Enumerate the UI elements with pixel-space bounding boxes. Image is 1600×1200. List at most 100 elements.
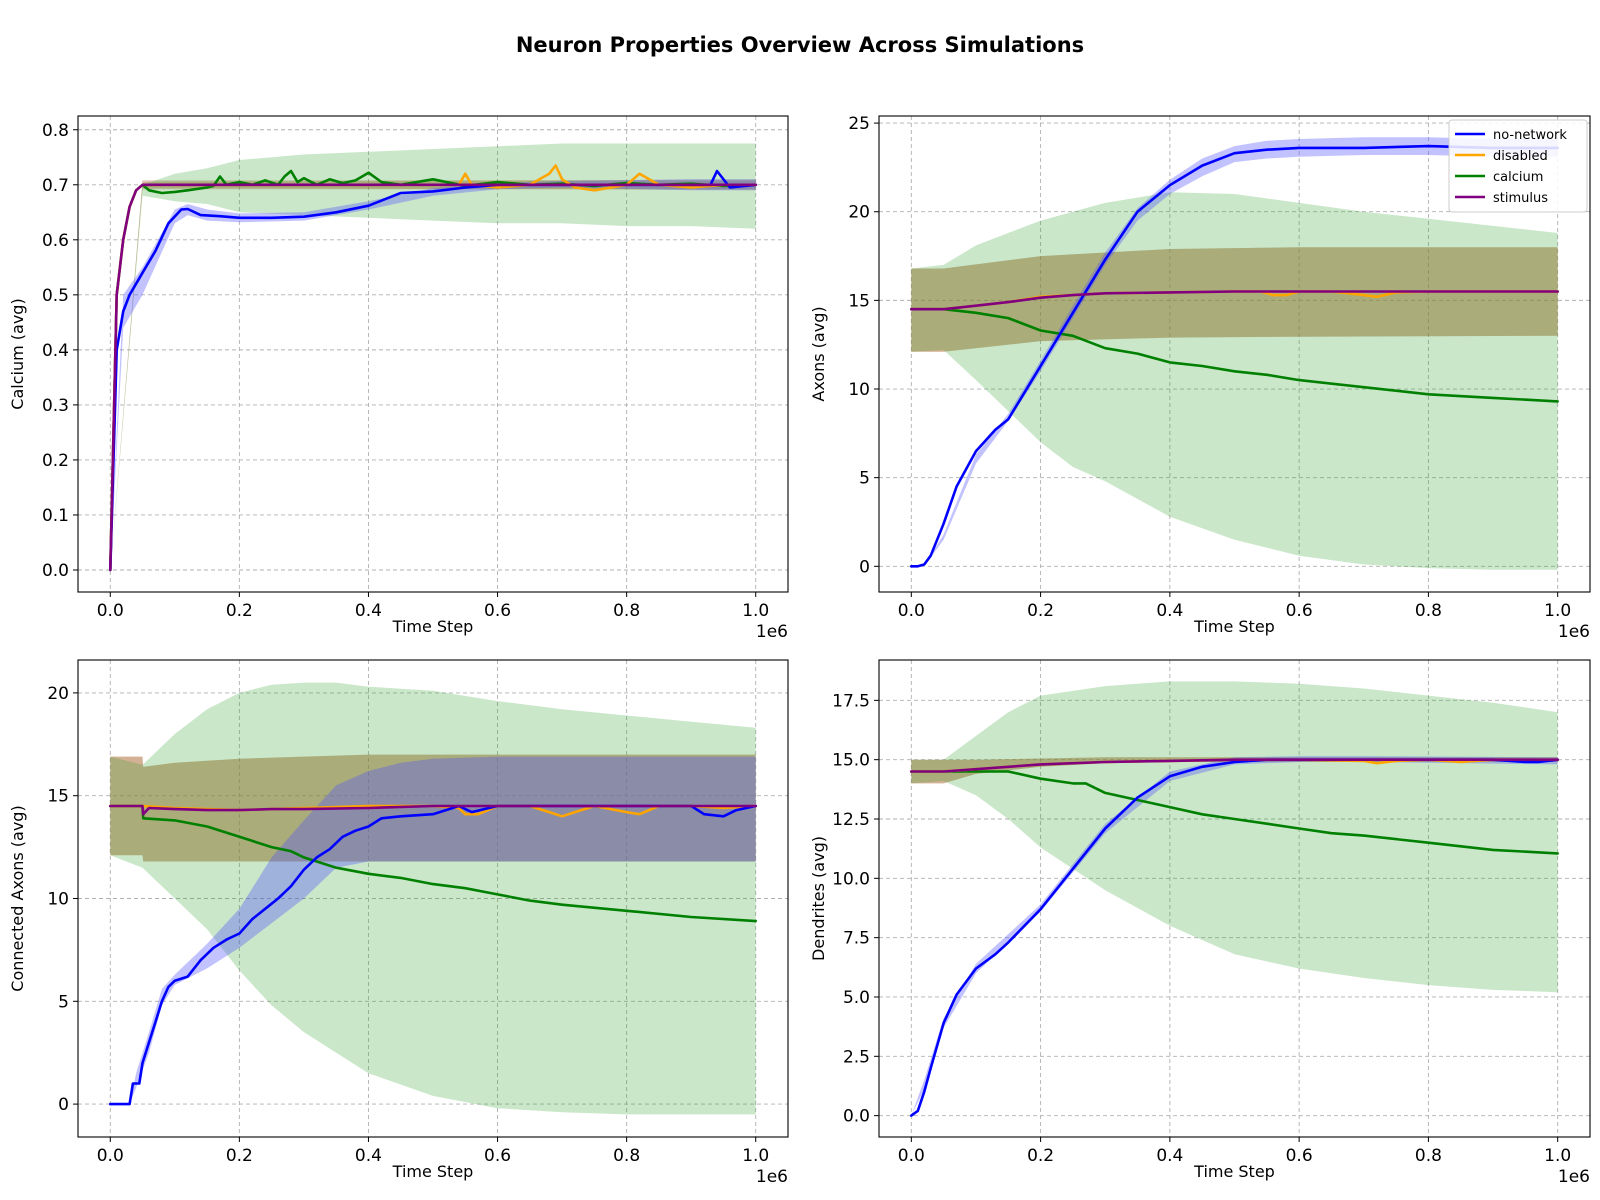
series-line-stimulus <box>909 758 1559 773</box>
x-tick-label: 0.4 <box>355 601 382 621</box>
x-offset-label: 1e6 <box>1558 1167 1590 1187</box>
band-no-network <box>110 179 756 571</box>
y-tick-label: 5 <box>58 992 69 1012</box>
x-tick-label: 0.0 <box>97 1146 124 1166</box>
y-axis-label: Connected Axons (avg) <box>8 805 27 991</box>
y-tick-label: 7.5 <box>843 929 870 949</box>
series-line-stimulus <box>109 804 758 816</box>
y-tick-label: 0.0 <box>42 561 69 581</box>
legend-label-disabled: disabled <box>1493 149 1548 164</box>
series-line-no-network <box>909 144 1559 568</box>
x-tick-label: 0.2 <box>1027 1146 1054 1166</box>
band-calcium <box>110 682 756 1115</box>
x-tick-label: 0.0 <box>97 601 124 621</box>
y-tick-label: 20 <box>47 684 69 704</box>
y-tick-label: 17.5 <box>832 691 870 711</box>
y-tick-label: 0.4 <box>42 341 69 361</box>
y-axis-label: Calcium (avg) <box>8 298 27 409</box>
series-line-calcium <box>909 770 1559 855</box>
x-tick-label: 1.0 <box>1544 1146 1571 1166</box>
series-line-calcium <box>109 169 758 572</box>
plot-area <box>109 143 758 572</box>
panel-dendrites: 0.0 0.2 0.4 0.6 0.8 1.0 0.0 2.5 5.0 7.5 10.0 12.5 15… <box>809 659 1591 1187</box>
panel-connected-axons: 0.0 0.2 0.4 0.6 0.8 1.0 0 5 10 15 20 1e6 Time Step Co… <box>8 659 789 1187</box>
series-line-stimulus <box>909 290 1559 311</box>
y-tick-label: 2.5 <box>843 1047 870 1067</box>
band-stimulus <box>110 180 756 570</box>
x-tick-label: 0.8 <box>1415 601 1442 621</box>
x-offset-label: 1e6 <box>756 622 788 642</box>
band-disabled <box>110 754 756 862</box>
legend-label-no-network: no-network <box>1493 128 1567 143</box>
x-tick-label: 0.4 <box>1156 1146 1183 1166</box>
x-offset-label: 1e6 <box>756 1167 788 1187</box>
x-tick-label: 1.0 <box>742 601 769 621</box>
series-line-disabled <box>109 164 758 572</box>
plot-area <box>909 137 1559 570</box>
band-disabled <box>911 247 1558 352</box>
y-axis-label: Dendrites (avg) <box>809 836 828 961</box>
x-axis-label: Time Step <box>1193 1162 1275 1181</box>
panel-calcium: 0.0 0.2 0.4 0.6 0.8 1.0 0.0 0.1 0.2 0.3 0.4 0.5 0.6 0… <box>8 115 789 642</box>
x-tick-label: 0.6 <box>484 1146 511 1166</box>
x-tick-label: 0.2 <box>1027 601 1054 621</box>
band-no-network <box>110 756 756 1105</box>
y-tick-label: 15 <box>848 291 870 311</box>
y-tick-label: 12.5 <box>832 810 870 830</box>
y-tick-label: 0.7 <box>42 176 69 196</box>
x-tick-label: 0.0 <box>898 601 925 621</box>
y-tick-label: 15 <box>47 787 69 807</box>
y-tick-label: 20 <box>848 203 870 223</box>
x-tick-label: 0.4 <box>1156 601 1183 621</box>
y-tick-label: 0.1 <box>42 506 69 526</box>
x-tick-label: 0.8 <box>613 601 640 621</box>
x-tick-label: 0.6 <box>1286 601 1313 621</box>
band-stimulus <box>911 247 1558 352</box>
figure-title: Neuron Properties Overview Across Simula… <box>516 33 1084 57</box>
x-tick-label: 0.4 <box>355 1146 382 1166</box>
y-axis-label: Axons (avg) <box>809 306 828 401</box>
y-tick-label: 0.3 <box>42 396 69 416</box>
band-calcium <box>110 143 756 570</box>
series-line-no-network <box>109 169 758 572</box>
y-tick-label: 0.5 <box>42 286 69 306</box>
series-line-stimulus <box>109 183 758 572</box>
y-tick-label: 0 <box>859 557 870 577</box>
legend-box <box>1448 119 1588 213</box>
x-offset-label: 1e6 <box>1558 622 1590 642</box>
x-tick-label: 0.0 <box>898 1146 925 1166</box>
x-tick-label: 0.8 <box>613 1146 640 1166</box>
x-tick-label: 0.6 <box>1286 1146 1313 1166</box>
legend-label-calcium: calcium <box>1493 170 1543 185</box>
x-tick-label: 0.2 <box>226 601 253 621</box>
band-disabled <box>110 179 756 571</box>
legend-label-stimulus: stimulus <box>1493 191 1548 206</box>
series-line-calcium <box>109 804 758 923</box>
plot-area <box>909 681 1559 1117</box>
x-axis-label: Time Step <box>392 617 474 636</box>
axes-frame <box>878 659 1591 1138</box>
band-calcium <box>911 681 1558 993</box>
y-tick-label: 25 <box>848 114 870 134</box>
x-axis-label: Time Step <box>1193 617 1275 636</box>
panel-axons: 0.0 0.2 0.4 0.6 0.8 1.0 0 5 10 15 20 25 1e6 Time Step… <box>809 114 1591 642</box>
legend: no-network disabled calcium stimulus <box>1448 119 1588 213</box>
x-tick-label: 0.8 <box>1415 1146 1442 1166</box>
y-tick-label: 0.0 <box>843 1107 870 1127</box>
plot-area <box>109 682 758 1115</box>
y-tick-label: 15.0 <box>832 751 870 771</box>
axes-frame <box>878 115 1591 593</box>
y-tick-label: 10.0 <box>832 869 870 889</box>
y-tick-label: 0.2 <box>42 451 69 471</box>
y-tick-label: 5.0 <box>843 988 870 1008</box>
x-tick-label: 1.0 <box>1544 601 1571 621</box>
band-calcium <box>911 192 1558 570</box>
y-tick-label: 10 <box>47 890 69 910</box>
y-tick-label: 5 <box>859 469 870 489</box>
y-tick-label: 10 <box>848 380 870 400</box>
y-tick-label: 0.6 <box>42 231 69 251</box>
series-line-calcium <box>909 307 1559 403</box>
x-axis-label: Time Step <box>392 1162 474 1181</box>
axes-frame <box>77 115 789 593</box>
